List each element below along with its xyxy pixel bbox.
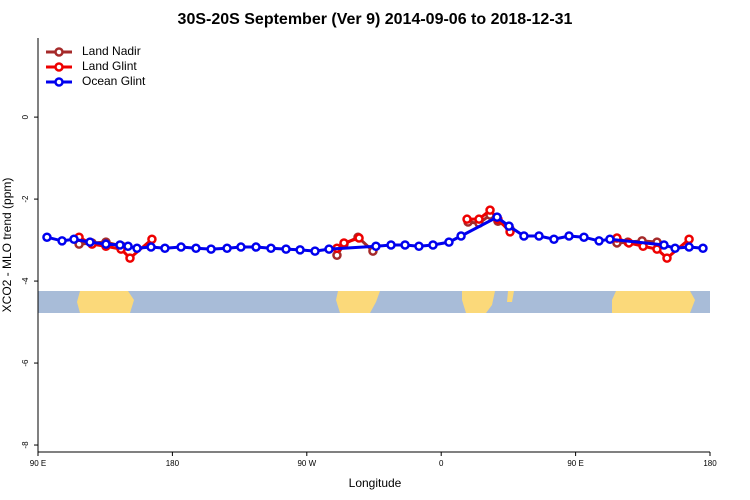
y-tick-label: 0	[21, 114, 30, 119]
x-tick-label: 90 E	[30, 459, 46, 468]
data-point	[662, 253, 672, 263]
data-point	[594, 236, 604, 246]
data-point	[684, 242, 694, 252]
data-point	[266, 243, 276, 254]
data-point	[371, 241, 381, 251]
data-point	[281, 244, 291, 254]
data-point	[123, 241, 133, 251]
data-point	[160, 243, 170, 254]
data-point	[549, 234, 559, 245]
data-point	[684, 234, 694, 245]
legend-marker	[54, 47, 64, 57]
data-point	[69, 234, 79, 245]
data-point	[400, 240, 410, 250]
data-point	[456, 231, 466, 241]
x-axis-label: Longitude	[349, 476, 402, 490]
data-point	[564, 231, 574, 241]
x-tick-label: 180	[166, 459, 180, 468]
data-point	[444, 237, 454, 247]
data-point	[115, 240, 125, 250]
legend-marker	[54, 62, 64, 72]
data-point	[492, 212, 502, 222]
data-point	[310, 246, 320, 256]
data-point	[147, 234, 157, 245]
y-tick-label: -8	[21, 441, 30, 449]
data-point	[519, 231, 529, 241]
data-point	[132, 243, 142, 254]
y-axis-label: XCO2 - MLO trend (ppm)	[0, 178, 14, 313]
data-point	[659, 240, 669, 250]
y-tick-label: -4	[21, 277, 30, 285]
data-point	[125, 253, 135, 263]
x-tick-label: 90 W	[297, 459, 316, 468]
data-point	[504, 221, 514, 231]
y-tick-label: -6	[21, 359, 30, 367]
data-point	[414, 241, 424, 251]
y-tick-label: -2	[21, 195, 30, 203]
data-point	[354, 233, 364, 243]
legend-label: Ocean Glint	[82, 74, 146, 88]
data-point	[324, 244, 334, 254]
series-line	[78, 208, 691, 261]
data-point	[485, 205, 495, 215]
data-point	[206, 244, 216, 254]
data-point	[42, 232, 52, 242]
chart-title: 30S-20S September (Ver 9) 2014-09-06 to …	[178, 11, 573, 28]
data-point	[534, 231, 544, 241]
x-tick-label: 180	[703, 459, 717, 468]
legend-marker	[54, 77, 64, 87]
data-point	[57, 236, 67, 246]
data-point	[698, 243, 708, 254]
data-point	[101, 239, 111, 249]
data-point	[386, 240, 396, 250]
x-tick-label: 90 E	[567, 459, 583, 468]
x-tick-label: 0	[439, 459, 444, 468]
data-point	[222, 243, 232, 254]
data-point	[339, 238, 349, 248]
data-point	[85, 237, 95, 247]
data-point	[428, 240, 438, 250]
data-point	[670, 243, 680, 254]
data-point	[605, 234, 615, 245]
data-point	[176, 242, 186, 252]
data-point	[652, 244, 662, 254]
data-point	[191, 243, 201, 254]
data-point	[236, 242, 246, 252]
map-strip	[38, 291, 710, 313]
data-point	[295, 245, 305, 255]
data-point	[474, 214, 484, 224]
data-point	[146, 242, 156, 252]
data-point	[251, 242, 261, 252]
legend-label: Land Nadir	[82, 44, 141, 58]
data-point	[462, 214, 472, 224]
legend-label: Land Glint	[82, 59, 137, 73]
data-point	[579, 232, 589, 242]
